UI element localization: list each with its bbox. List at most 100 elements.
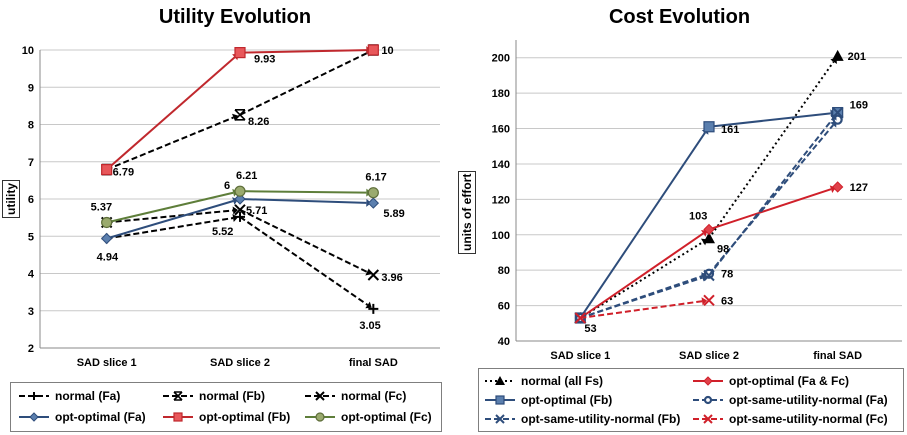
y-tick-label: 8	[28, 120, 34, 132]
series-line-arrowhead	[365, 268, 372, 276]
y-tick-label: 9	[28, 82, 34, 94]
data-point	[367, 269, 380, 281]
data-label: 6	[224, 180, 230, 192]
data-point	[831, 106, 844, 119]
y-tick-label: 60	[498, 301, 510, 313]
data-label: 78	[721, 269, 733, 281]
data-point	[703, 232, 715, 244]
legend-marker	[30, 392, 38, 400]
data-point	[703, 223, 715, 236]
data-label: 169	[850, 100, 868, 112]
data-label: 161	[721, 124, 739, 136]
series-line	[708, 112, 831, 128]
data-point	[30, 392, 38, 400]
series-line-arrowhead	[365, 301, 372, 309]
data-point	[173, 391, 183, 401]
data-point	[367, 269, 380, 281]
data-label: 3.05	[359, 320, 380, 332]
data-point	[703, 232, 715, 244]
cost-chart-panel: Cost Evolution 40 60 80 100 120 140 160 180 200 S…	[452, 0, 907, 435]
data-label: 5.71	[246, 205, 267, 217]
data-label: 5.52	[212, 226, 233, 238]
legend-symbol	[485, 376, 515, 385]
y-tick-label: 10	[22, 45, 34, 57]
data-point	[703, 414, 713, 424]
y-tick-label: 160	[492, 124, 510, 136]
legend-marker	[703, 376, 713, 386]
data-point	[703, 395, 713, 405]
y-tick-label: 40	[498, 336, 510, 348]
legend-label: opt-optimal (Fc)	[341, 410, 432, 424]
utility-chart-svg: 2 3 4 5 6 7 8 9 10 SAD slice 1 SAD slice 2 final SA…	[22, 44, 440, 369]
data-point	[703, 376, 713, 386]
legend-item-opt-optimal-fa: opt-optimal (Fa)	[17, 410, 146, 424]
x-tick-label: SAD slice 1	[550, 350, 610, 362]
x-tick-label: final SAD	[349, 357, 398, 369]
cost-chart-title: Cost Evolution	[608, 6, 751, 28]
legend-marker	[703, 395, 713, 405]
data-point	[234, 193, 246, 205]
legend-label: opt-same-utility-normal (Fc)	[729, 412, 888, 426]
data-point	[29, 412, 39, 422]
series-line	[579, 132, 706, 319]
data-label: 5.89	[383, 208, 404, 220]
data-label: 4.94	[97, 251, 119, 263]
data-point	[495, 395, 505, 405]
legend-item-opt-optimal-fa-fc: opt-optimal (Fa & Fc)	[691, 374, 849, 388]
data-point	[703, 121, 715, 133]
legend-item-opt-same-fc: opt-same-utility-normal (Fc)	[691, 412, 888, 426]
legend-marker	[315, 412, 325, 422]
utility-legend: normal (Fa) normal (Fb) normal (Fc) opt-…	[10, 382, 442, 432]
data-point	[574, 312, 587, 324]
data-point	[315, 391, 325, 401]
series-line	[708, 117, 835, 277]
legend-symbol	[485, 395, 515, 405]
data-label: 6.17	[365, 172, 386, 184]
legend-marker	[495, 395, 505, 405]
legend-label: opt-optimal (Fb)	[521, 393, 613, 407]
data-label: 63	[721, 295, 733, 307]
data-point	[495, 414, 505, 424]
data-label: 103	[689, 210, 707, 222]
legend-symbol	[693, 414, 723, 424]
data-point	[367, 197, 380, 209]
series-line	[239, 208, 368, 273]
data-point	[101, 163, 113, 176]
data-point	[315, 412, 325, 422]
data-point	[495, 376, 505, 385]
x-tick-label: SAD slice 1	[77, 357, 137, 369]
series-line-arrowhead	[232, 113, 239, 122]
data-point	[703, 294, 715, 306]
data-point	[831, 181, 844, 193]
data-point	[368, 303, 379, 314]
data-label: 8.26	[248, 116, 269, 128]
series-line	[580, 276, 703, 319]
series-line	[106, 217, 234, 240]
series-line-arrowhead	[701, 273, 708, 282]
series-line	[708, 124, 834, 275]
series-line	[239, 190, 367, 194]
series-line	[580, 300, 703, 319]
series-line	[106, 209, 234, 224]
series-line	[239, 52, 368, 116]
utility-chart-panel: Utility Evolution 2 3 4 5 6 7 8 9 10 SAD slice 1 S…	[0, 0, 450, 435]
data-label: 98	[717, 243, 729, 255]
y-tick-label: 3	[28, 306, 34, 318]
series-line	[106, 191, 234, 224]
y-tick-label: 4	[28, 269, 35, 281]
data-point	[367, 44, 379, 56]
y-tick-label: 2	[28, 343, 34, 355]
series-line	[239, 49, 367, 54]
data-point	[703, 269, 715, 282]
data-point	[234, 109, 246, 121]
data-point	[703, 121, 715, 133]
series-line	[579, 241, 704, 319]
y-tick-label: 200	[492, 53, 510, 65]
data-point	[367, 197, 380, 209]
series-line	[708, 61, 835, 239]
legend-symbol	[19, 392, 49, 400]
series-line-arrowhead	[701, 297, 708, 306]
series-line-arrowhead	[232, 214, 239, 222]
y-tick-label: 120	[492, 194, 510, 206]
legend-item-opt-optimal-fb: opt-optimal (Fb)	[483, 393, 612, 407]
